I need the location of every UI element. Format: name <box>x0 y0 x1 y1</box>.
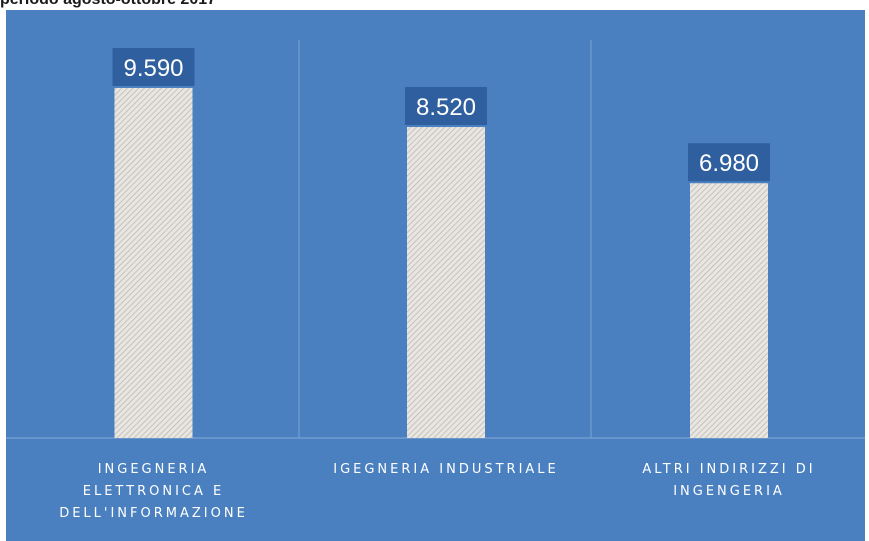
category-label-line: IGEGNERIA INDUSTRIALE <box>333 462 559 477</box>
category-label-line: DELL'INFORMAZIONE <box>59 506 248 521</box>
data-label: 6.980 <box>699 150 759 177</box>
bar <box>407 127 485 439</box>
bar <box>114 87 193 438</box>
data-label-box <box>112 47 195 86</box>
data-label: 9.590 <box>123 55 183 82</box>
bar <box>690 183 768 438</box>
category-label-line: INGEGNERIA <box>98 462 210 477</box>
category-label-line: INGENGERIA <box>673 484 785 499</box>
data-label-box <box>688 143 770 182</box>
chart-caption: periodo agosto-ottobre 2017 <box>0 0 216 9</box>
category-label-line: ALTRI INDIRIZZI DI <box>642 462 815 477</box>
data-label: 8.520 <box>416 94 476 121</box>
category-label: IGEGNERIA INDUSTRIALE <box>333 462 559 477</box>
category-label: ALTRI INDIRIZZI DI INGENGERIA <box>642 462 815 499</box>
data-label-box <box>405 87 487 126</box>
category-label: INGEGNERIA ELETTRONICA E DELL'INFORMAZIONE <box>59 462 248 521</box>
category-label-line: ELETTRONICA E <box>83 484 224 499</box>
